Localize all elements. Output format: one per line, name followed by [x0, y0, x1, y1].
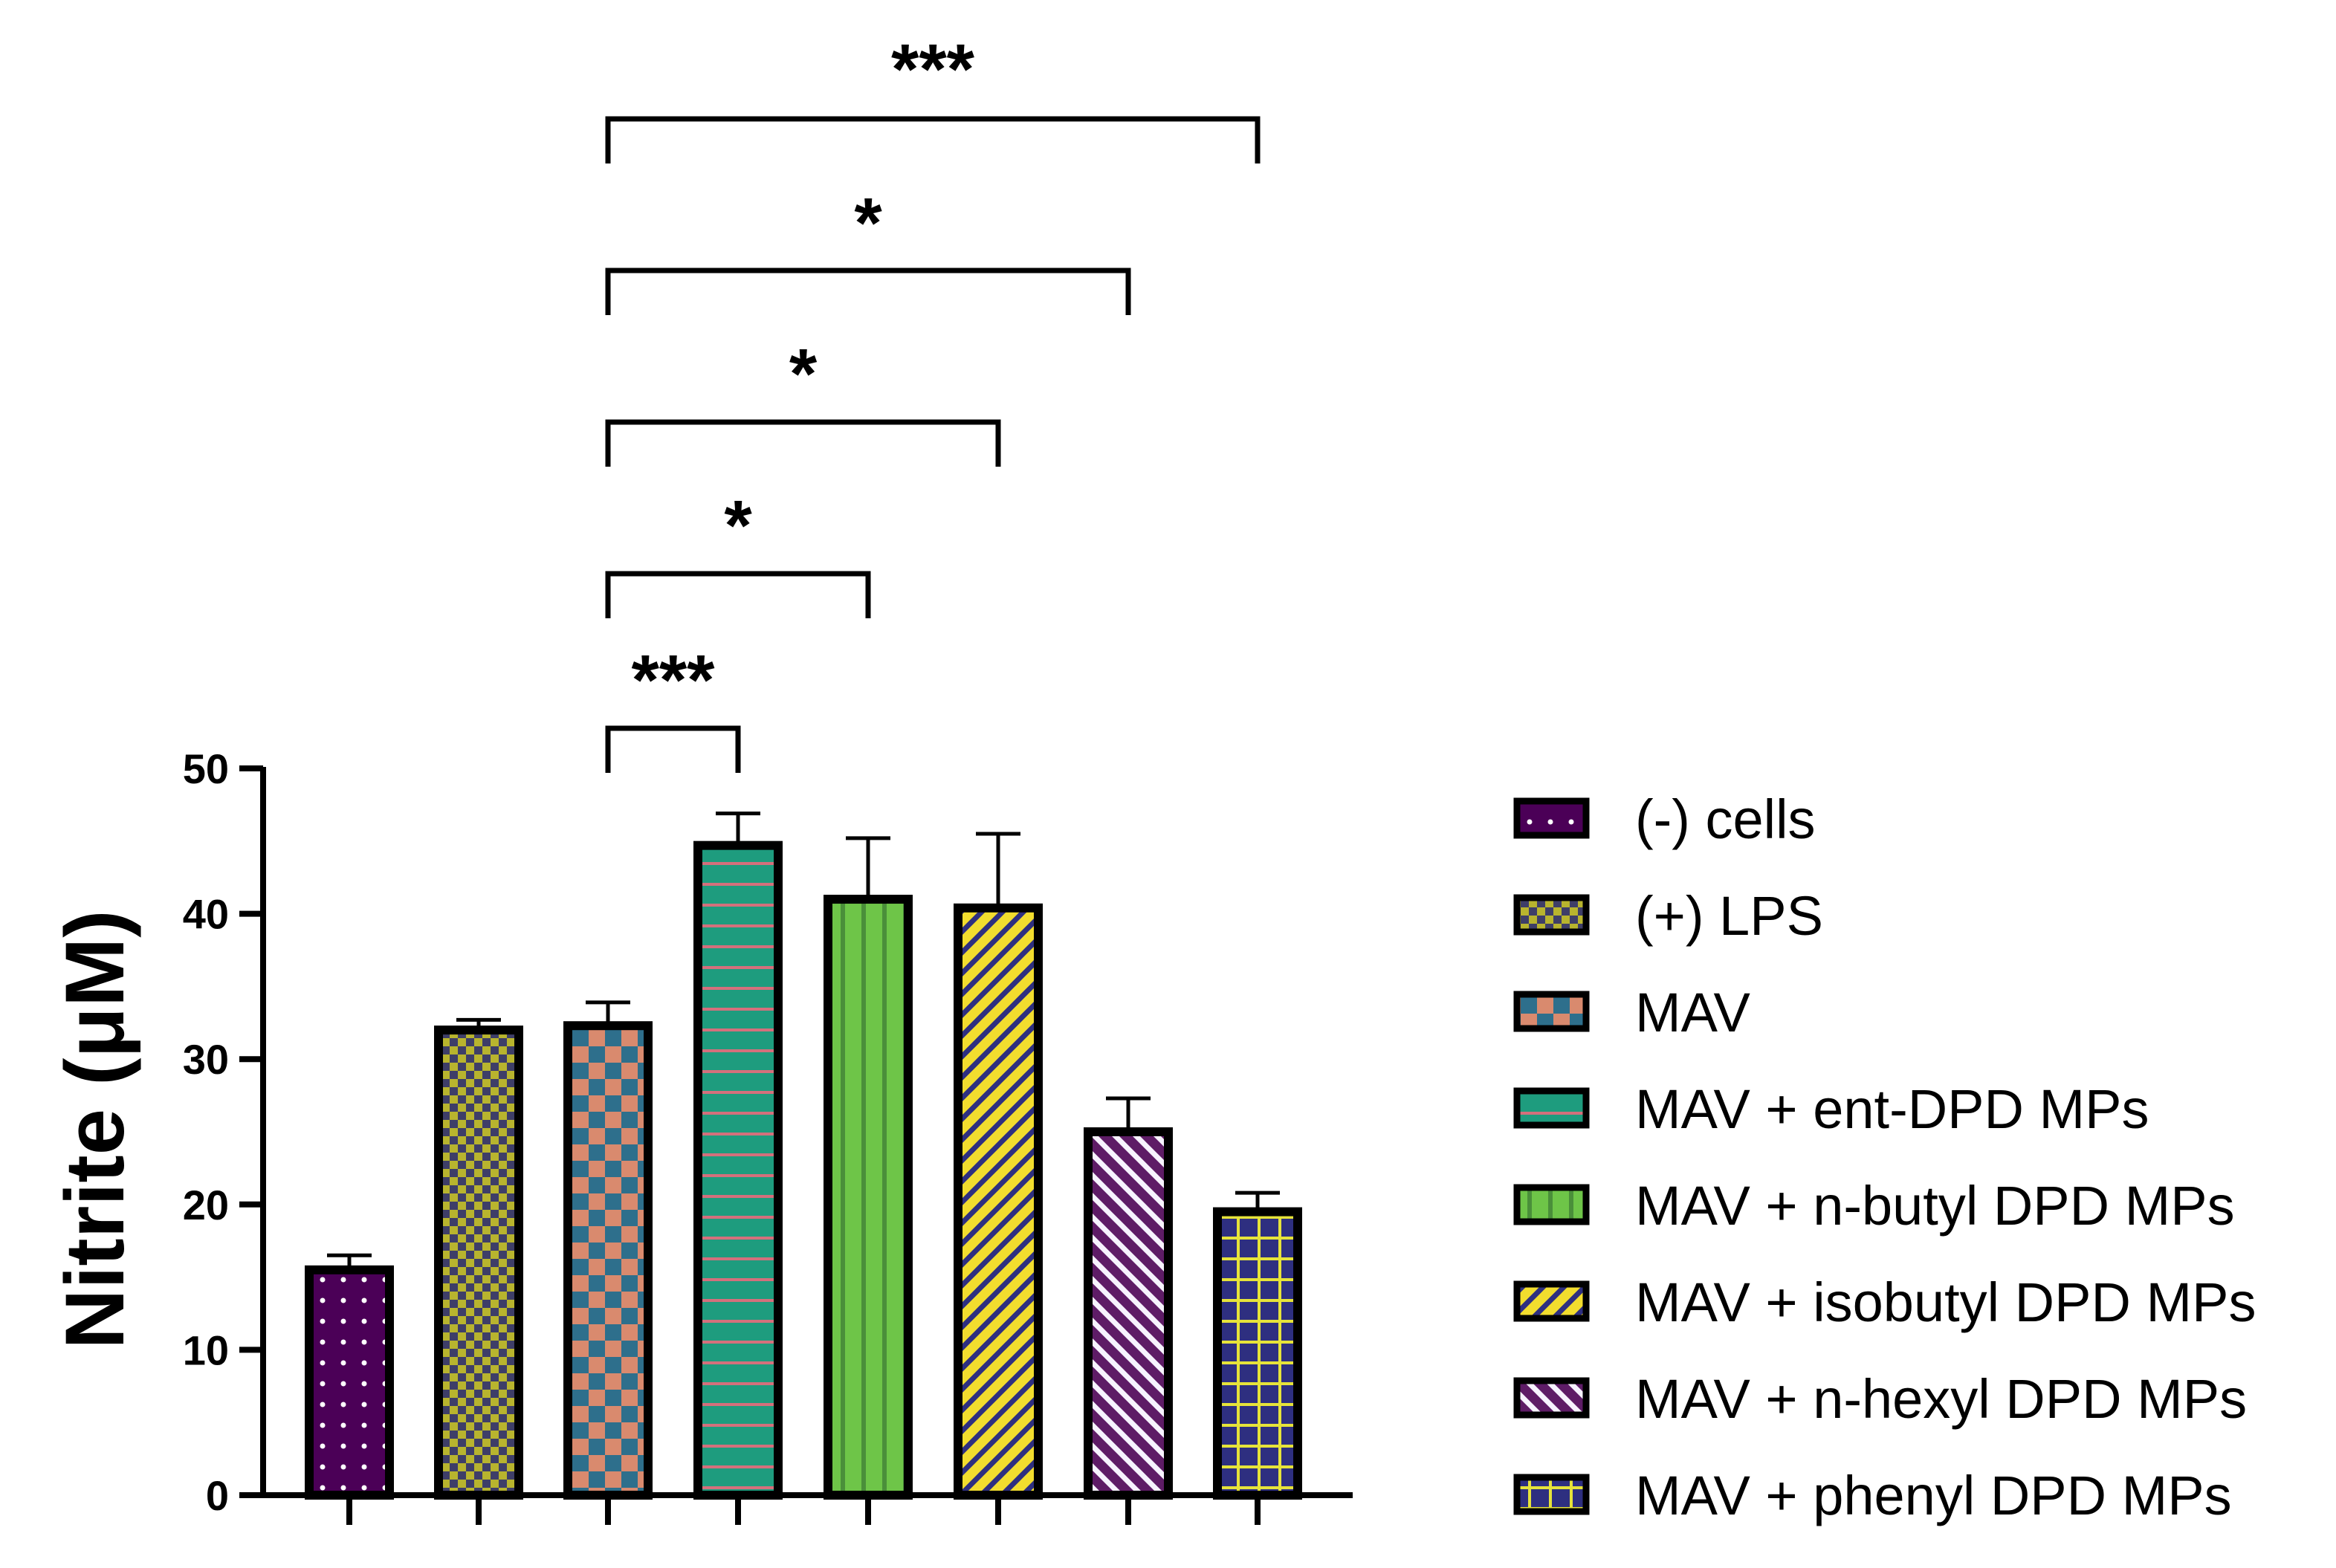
legend-label: MAV + n-butyl DPD MPs: [1635, 1175, 2235, 1237]
bar: [693, 840, 783, 1500]
legend-label: MAV + phenyl DPD MPs: [1635, 1465, 2232, 1526]
legend-label: MAV: [1635, 982, 1751, 1043]
significance-bracket: [605, 419, 1001, 467]
significance-label: *: [789, 334, 818, 414]
significance-bracket: [605, 268, 1131, 315]
legend-swatch: [1513, 991, 1590, 1032]
legend-label: (-) cells: [1635, 788, 1816, 850]
legend-swatch: [1513, 1474, 1590, 1515]
y-tick-label: 30: [183, 1036, 229, 1083]
y-tick-label: 50: [183, 745, 229, 792]
y-tick-label: 0: [206, 1472, 229, 1519]
legend: (-) cells (+) LPS MAV MAV + ent-DPD MPs MAV …: [1513, 788, 2256, 1526]
bar: [1084, 1127, 1173, 1500]
legend-swatch: [1513, 894, 1590, 936]
bar: [1213, 1207, 1302, 1500]
legend-swatch: [1513, 1184, 1590, 1225]
y-tick-label: 10: [183, 1326, 229, 1373]
significance-bracket: [605, 725, 741, 773]
significance-label: ***: [891, 30, 975, 109]
legend-label: MAV + ent-DPD MPs: [1635, 1078, 2149, 1140]
y-axis-label: Nitrite (μM): [48, 910, 141, 1349]
bar: [434, 1026, 523, 1500]
significance-bracket: [605, 116, 1261, 163]
legend-label: MAV + n-hexyl DPD MPs: [1635, 1368, 2247, 1430]
legend-swatch: [1513, 797, 1590, 839]
y-tick-label: 40: [183, 891, 229, 938]
bar: [824, 895, 913, 1500]
bar: [563, 1021, 653, 1500]
significance-bracket: [605, 571, 871, 618]
bar: [305, 1265, 394, 1500]
legend-swatch: [1513, 1087, 1590, 1129]
legend-swatch: [1513, 1377, 1590, 1419]
significance-label: *: [854, 184, 882, 263]
legend-label: (+) LPS: [1635, 885, 1823, 947]
significance-brackets: *********: [605, 30, 1261, 773]
significance-label: ***: [631, 641, 715, 720]
significance-label: *: [724, 486, 752, 566]
bar: [954, 903, 1043, 1500]
y-tick-label: 20: [183, 1182, 229, 1228]
bars: [305, 811, 1302, 1500]
legend-label: MAV + isobutyl DPD MPs: [1635, 1271, 2256, 1333]
legend-swatch: [1513, 1280, 1590, 1322]
